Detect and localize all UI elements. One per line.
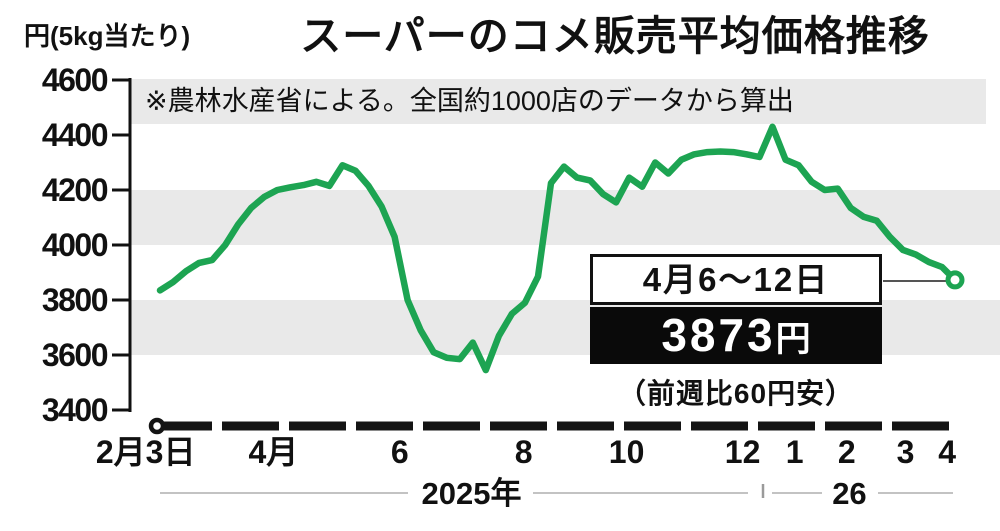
callout-price-unit: 円 <box>775 320 811 359</box>
price-callout: 4月6～12日 3873円 （前週比60円安） <box>590 254 882 412</box>
callout-price-box: 3873円 <box>590 307 882 364</box>
y-axis-tick-label: 4000 <box>42 227 108 263</box>
y-axis-unit-label: 円(5kg当たり) <box>24 21 191 51</box>
year-label: 26 <box>832 476 866 511</box>
y-axis-tick-label: 3400 <box>42 392 108 428</box>
callout-week-change-note: （前週比60円安） <box>617 378 855 409</box>
x-axis-tick-label: 1 <box>786 434 804 470</box>
y-axis-tick-label: 3600 <box>42 337 108 373</box>
x-axis-tick-label: 4月 <box>248 434 298 470</box>
x-axis-tick-label: 2月3日 <box>96 434 196 470</box>
x-axis-tick-label: 2 <box>838 434 856 470</box>
chart-source-note: ※農林水産省による。全国約1000店のデータから算出 <box>130 79 986 124</box>
x-axis-tick-label: 8 <box>515 434 533 470</box>
chart-title: スーパーのコメ販売平均価格推移 <box>300 13 930 59</box>
background-stripe <box>131 190 1000 245</box>
x-axis-tick-label: 10 <box>609 434 645 470</box>
x-axis-tick-label: 12 <box>725 434 761 470</box>
x-axis-tick-label: 6 <box>391 434 409 470</box>
y-axis-tick-label: 4600 <box>42 62 108 98</box>
callout-date-box: 4月6～12日 <box>590 254 882 305</box>
axis-start-marker <box>148 417 166 435</box>
latest-point-marker <box>945 270 965 290</box>
x-axis-tick-label: 4 <box>938 434 956 470</box>
y-axis-tick-label: 4400 <box>42 117 108 153</box>
y-axis-tick-label: 3800 <box>42 282 108 318</box>
price-line <box>156 123 959 374</box>
callout-price-value: 3873 <box>661 309 776 361</box>
x-axis-tick-label: 3 <box>897 434 915 470</box>
year-label: 2025年 <box>421 476 521 511</box>
y-axis-tick-label: 4200 <box>42 172 108 208</box>
